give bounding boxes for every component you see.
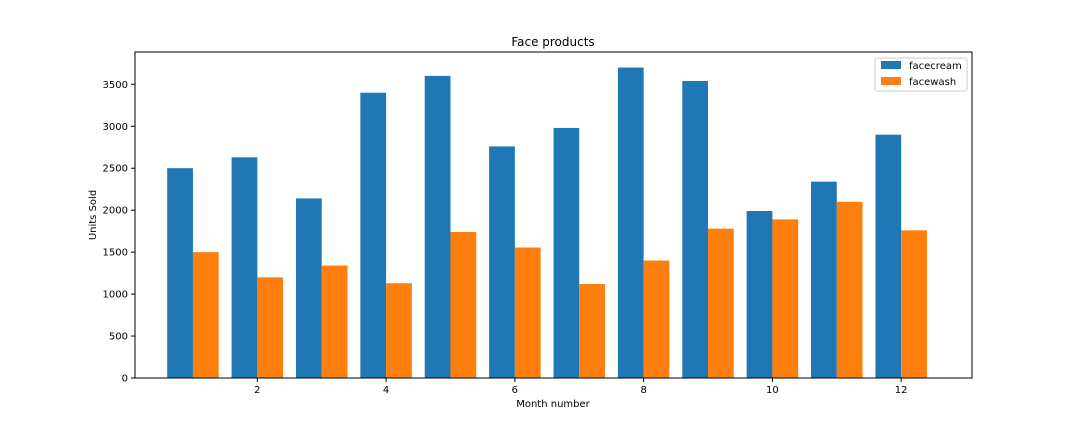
bar-facecream-9 — [682, 80, 709, 379]
y-tick-label: 500 — [109, 332, 128, 343]
bar-facecream-1 — [167, 168, 193, 378]
legend-swatch-facewash — [881, 77, 901, 85]
bar-facewash-5 — [450, 231, 477, 378]
bar-facewash-12 — [901, 230, 927, 378]
legend-label-facecream: facecream — [909, 61, 962, 72]
bar-facewash-9 — [708, 228, 734, 378]
legend-label-facewash: facewash — [909, 77, 956, 88]
bar-facecream-2 — [231, 157, 258, 378]
bar-facecream-7 — [553, 127, 580, 378]
x-tick-label: 12 — [895, 385, 908, 396]
bar-facewash-1 — [192, 252, 219, 378]
plot-frame — [134, 51, 973, 379]
x-axis-title: Month number — [516, 399, 590, 410]
bar-facewash-6 — [514, 247, 541, 378]
y-axis-title: Units Sold — [88, 190, 99, 240]
bar-facewash-7 — [579, 284, 606, 378]
bar-facewash-4 — [386, 283, 412, 378]
bar-facecream-11 — [811, 181, 837, 378]
bar-facewash-10 — [772, 219, 799, 378]
legend: facecream facewash — [874, 57, 968, 92]
x-tick-label: 6 — [512, 385, 518, 396]
x-tick-label: 2 — [254, 385, 260, 396]
bar-facecream-4 — [360, 92, 387, 378]
y-tick-label: 3500 — [103, 80, 128, 91]
bar-facecream-12 — [875, 134, 902, 378]
bars-group — [167, 67, 927, 379]
legend-swatch-facecream — [881, 61, 901, 69]
y-tick-label: 0 — [122, 374, 128, 385]
bar-facewash-3 — [321, 265, 348, 378]
x-axis-ticks: 2 4 6 8 10 12 — [254, 378, 908, 396]
y-axis-ticks: 0 500 1000 1500 2000 2500 3000 3500 — [103, 80, 135, 385]
x-tick-label: 8 — [640, 385, 646, 396]
y-tick-label: 2000 — [103, 206, 128, 217]
bar-facecream-8 — [617, 67, 644, 379]
bar-facecream-6 — [489, 146, 515, 378]
bar-facewash-8 — [643, 260, 670, 378]
x-tick-label: 10 — [766, 385, 779, 396]
y-tick-label: 1500 — [103, 248, 128, 259]
y-tick-label: 3000 — [103, 122, 128, 133]
y-tick-label: 1000 — [103, 290, 128, 301]
bar-facecream-3 — [295, 198, 322, 378]
x-tick-label: 4 — [383, 385, 389, 396]
chart-title: Face products — [511, 35, 594, 49]
bar-facewash-11 — [836, 201, 863, 378]
bar-facecream-10 — [746, 211, 773, 378]
bar-facecream-5 — [424, 75, 451, 379]
bar-facewash-2 — [257, 277, 284, 378]
y-tick-label: 2500 — [103, 164, 128, 175]
